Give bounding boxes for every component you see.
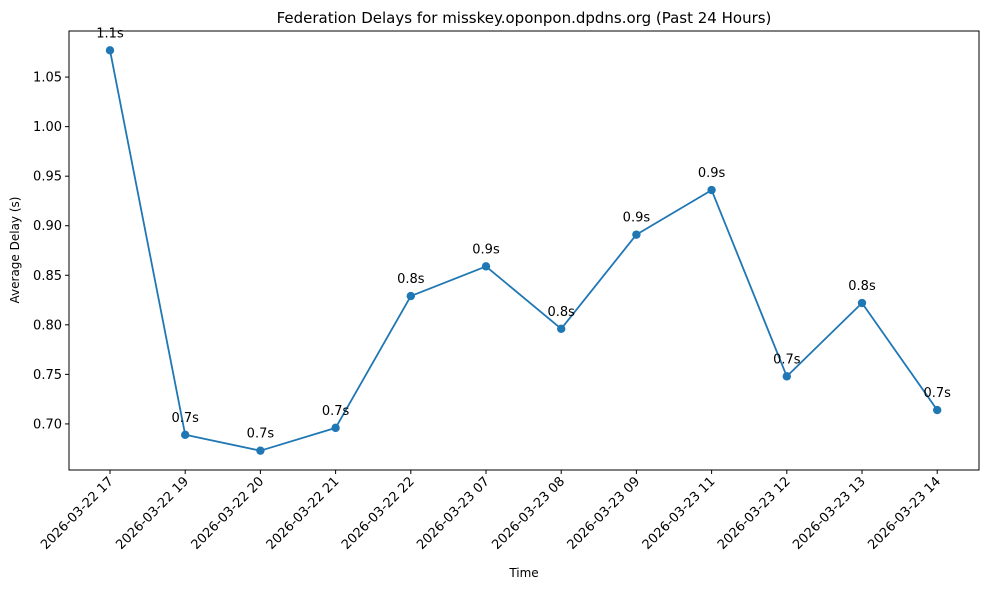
data-point xyxy=(632,230,641,239)
data-label: 0.7s xyxy=(923,386,951,401)
y-tick-label: 0.80 xyxy=(33,318,62,333)
data-label: 1.1s xyxy=(96,26,124,41)
data-label: 0.8s xyxy=(397,272,425,287)
data-point xyxy=(181,430,190,440)
data-label: 0.9s xyxy=(698,166,726,181)
y-tick-label: 0.70 xyxy=(33,417,62,432)
x-axis-label: Time xyxy=(508,566,538,580)
y-tick-label: 0.95 xyxy=(33,170,62,185)
y-tick-label: 1.00 xyxy=(33,120,62,135)
data-point xyxy=(782,372,791,381)
data-label: 0.9s xyxy=(623,211,651,226)
data-point xyxy=(707,185,716,195)
data-label: 0.7s xyxy=(247,427,275,442)
data-point xyxy=(331,423,340,433)
y-tick-label: 0.75 xyxy=(33,368,62,383)
data-point xyxy=(256,446,265,455)
data-point xyxy=(933,405,942,415)
y-axis-label: Average Delay (s) xyxy=(8,197,22,304)
data-point xyxy=(557,324,566,333)
data-label: 0.9s xyxy=(472,242,500,257)
y-tick-label: 0.90 xyxy=(33,219,62,234)
y-tick-label: 0.85 xyxy=(33,269,62,284)
data-label: 0.8s xyxy=(547,305,575,320)
axes-frame xyxy=(68,30,980,471)
data-point xyxy=(481,262,491,271)
data-label: 0.7s xyxy=(773,352,801,367)
data-point xyxy=(857,298,867,308)
data-label: 0.7s xyxy=(171,411,199,426)
data-point xyxy=(105,46,115,55)
y-tick-label: 1.05 xyxy=(33,71,62,86)
data-label: 0.8s xyxy=(848,279,876,294)
series-line xyxy=(109,50,938,452)
chart-title: Federation Delays for misskey.oponpon.dp… xyxy=(277,9,772,27)
data-label: 0.7s xyxy=(322,404,350,419)
data-point xyxy=(406,291,415,301)
